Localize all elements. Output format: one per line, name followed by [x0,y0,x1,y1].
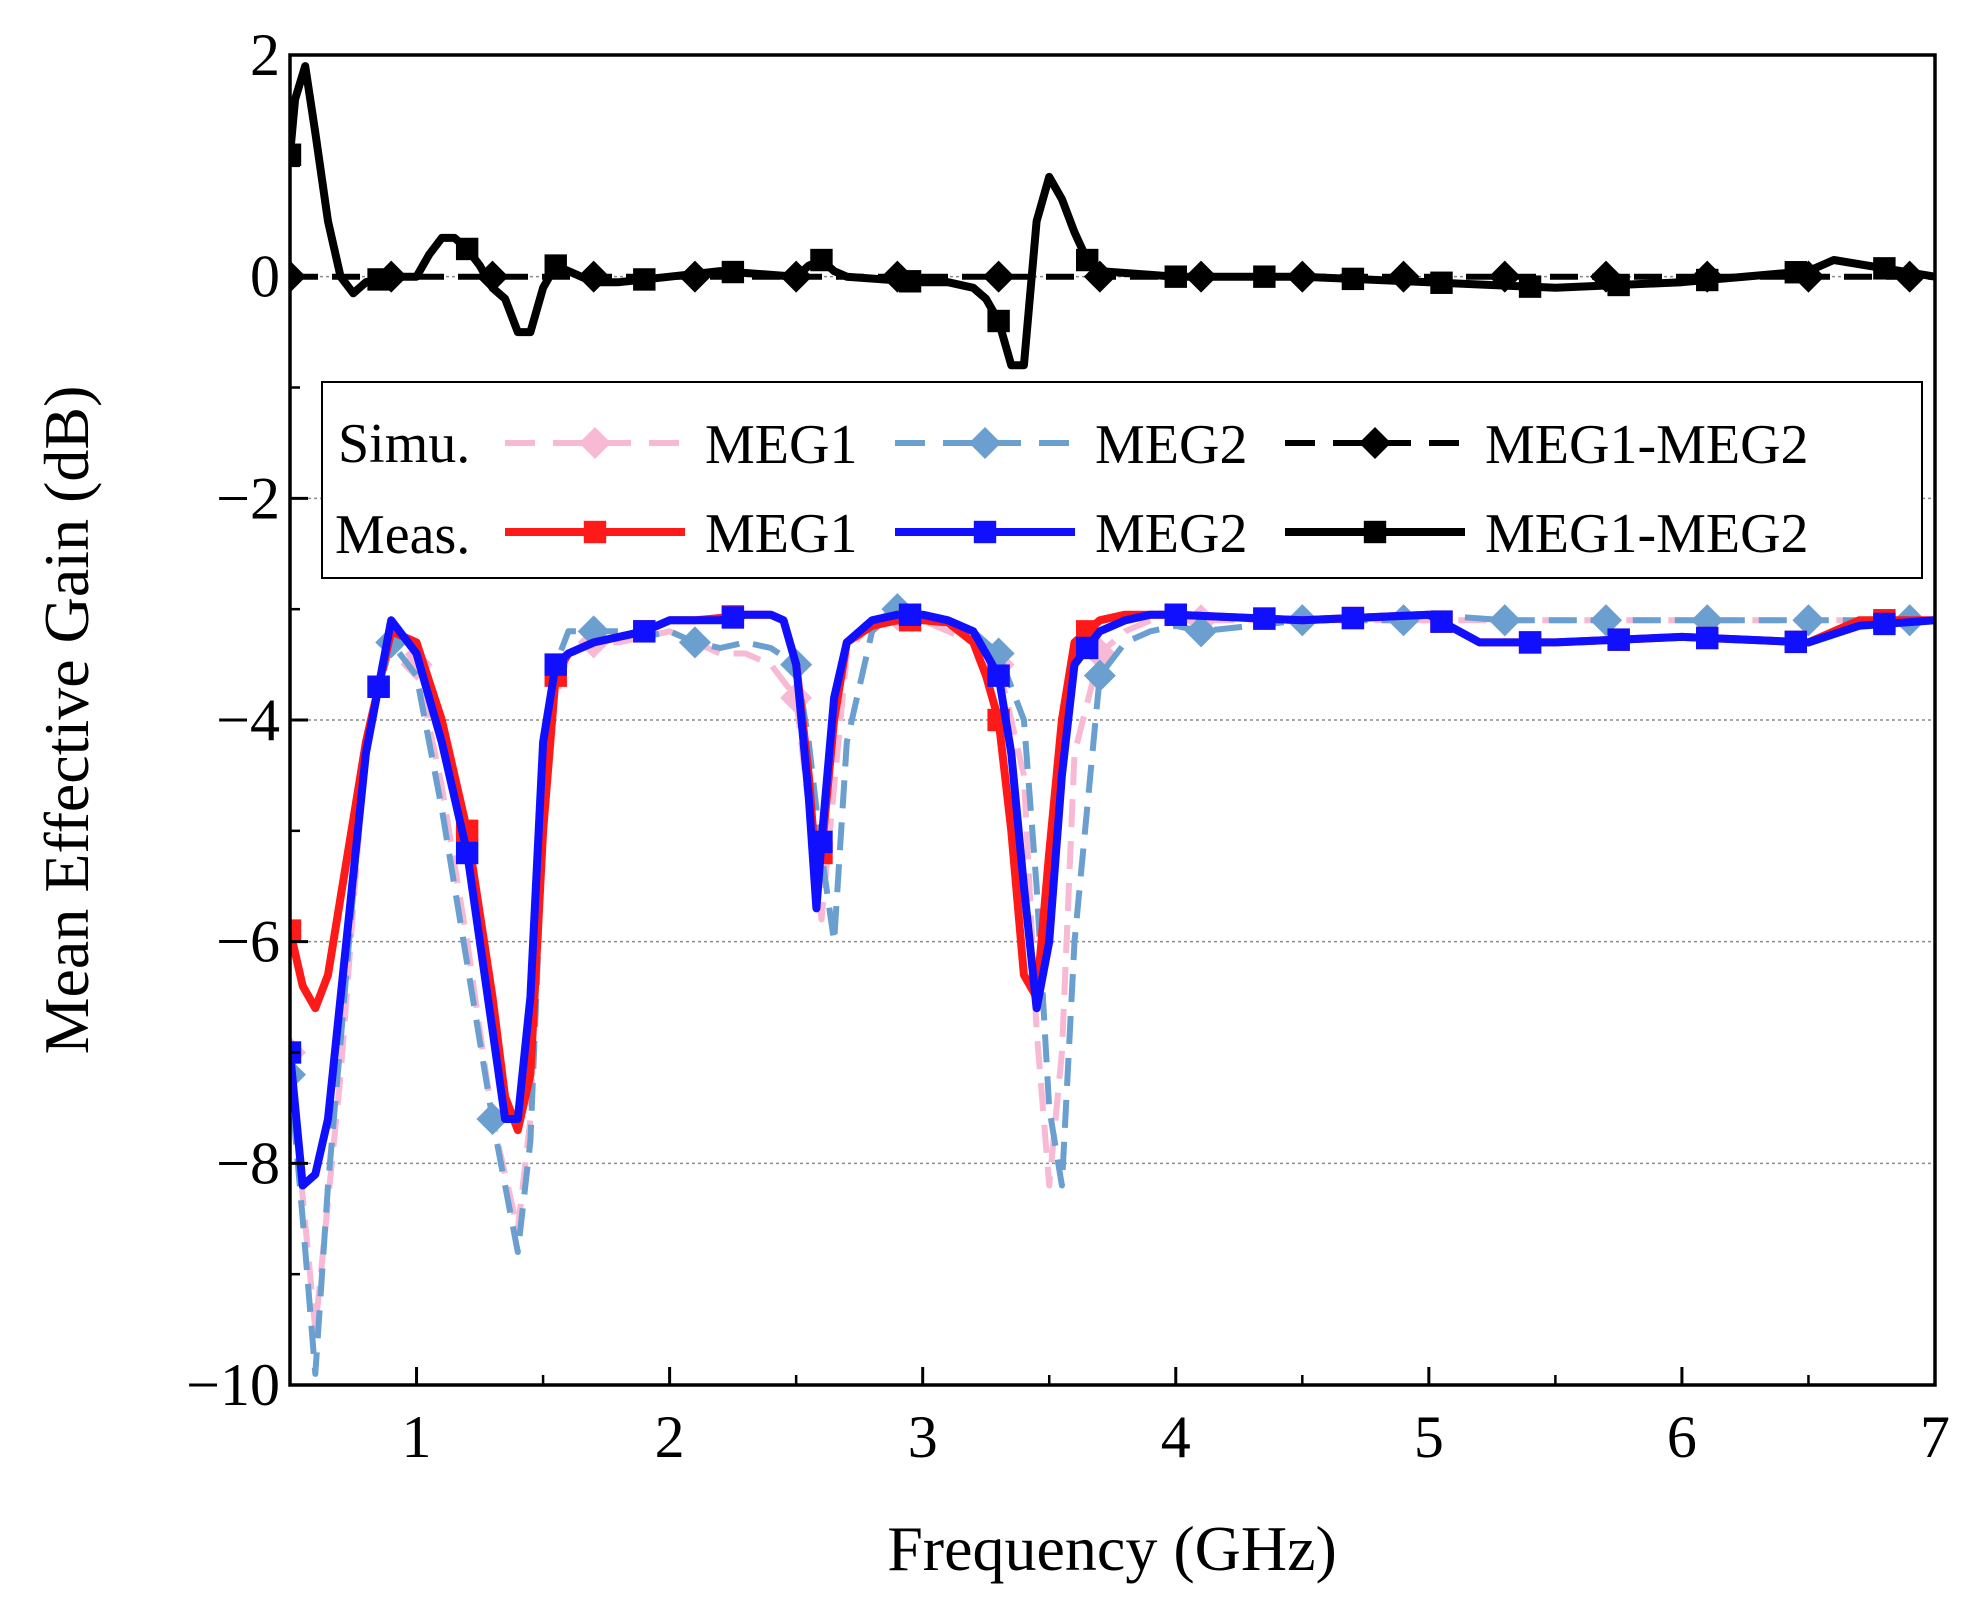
data-point [898,603,922,626]
y-tick-label: 2 [250,22,280,88]
data-point [1253,265,1276,288]
y-tick-label: 0 [250,244,280,310]
x-axis-title: Frequency (GHz) [887,1513,1337,1584]
data-point [1430,610,1453,633]
series-meas-meg2 [290,603,1935,1190]
legend-box [321,381,1923,579]
series-line-meas-meg2 [290,610,1935,1190]
y-tick-label: −2 [216,465,280,531]
data-point [1607,273,1630,297]
data-point [810,830,833,854]
legend-entry-meas-meg1: MEG1 [505,503,857,565]
data-point [1590,604,1622,637]
x-tick-label: 5 [1414,1404,1444,1470]
data-point [1185,615,1218,648]
legend-entry-simu-meg1: MEG1 [505,414,857,476]
legend: Simu. Meas. MEG1 MEG2 MEG1-MEG2 MEG1 MEG2 MEG… [321,381,1923,579]
tick-labels: 1 2 3 4 5 6 7 −10 −8 −6 −4 −2 0 2 [186,22,1950,1470]
legend-entry-meas-meg2: MEG2 [895,503,1247,565]
data-point [987,309,1010,333]
data-point [1075,248,1099,272]
legend-entry-meas-meg1-meg2: MEG1-MEG2 [1285,503,1809,565]
data-point [1430,271,1453,294]
legend-marker-sample [1363,520,1387,544]
legend-row-label-simu: Simu. [338,413,470,475]
data-point [1341,606,1365,630]
data-point [678,626,711,659]
data-point [810,248,833,272]
data-point [367,268,390,291]
y-tick-label: −10 [186,1352,280,1418]
legend-label: MEG2 [1095,503,1247,565]
data-point [544,254,567,277]
legend-entry-simu-meg2: MEG2 [895,414,1247,476]
series-line-simu-meg1 [290,611,1935,1333]
data-point [633,620,656,643]
data-point [290,919,302,942]
data-point [1164,265,1187,288]
x-tick-label: 3 [908,1404,938,1470]
data-point [1518,275,1542,298]
legend-row-label-meas: Meas. [335,504,470,566]
x-tick-label: 4 [1161,1404,1191,1470]
y-tick-label: −8 [216,1130,280,1196]
data-point [1696,626,1719,650]
data-point [1341,267,1365,291]
y-tick-label: −6 [216,909,280,975]
data-point [633,268,656,291]
data-point [1873,257,1896,280]
data-point [987,664,1010,687]
legend-marker-sample [1359,427,1391,459]
y-tick-label: −4 [216,687,280,753]
data-point [982,260,1015,293]
data-point [1488,604,1521,637]
series-meas-meg1-meg2 [290,62,1935,370]
x-tick-label: 7 [1920,1404,1950,1470]
legend-label: MEG1 [705,503,857,565]
y-axis-title: Mean Effective Gain (dB) [31,386,102,1055]
legend-marker-sample [583,520,607,544]
series-layer [290,62,1935,1377]
data-point [1253,607,1276,630]
data-point [1083,659,1116,692]
legend-entry-simu-meg1-meg2: MEG1-MEG2 [1285,414,1809,476]
data-point [1873,612,1896,636]
x-tick-label: 6 [1667,1404,1697,1470]
data-point [544,653,567,676]
data-point [290,143,302,166]
data-point [721,260,745,284]
data-point [1607,628,1630,651]
legend-marker-sample [973,520,997,544]
data-point [1784,630,1808,654]
series-line-simu-meg2 [290,606,1935,1377]
legend-label: MEG2 [1095,414,1247,476]
data-point [898,270,922,293]
legend-marker-sample [969,427,1001,459]
data-point [1164,603,1187,626]
legend-label: MEG1-MEG2 [1485,414,1809,476]
legend-label: MEG1-MEG2 [1485,503,1809,565]
data-point [1696,268,1719,292]
data-point [1792,604,1825,637]
data-point [721,606,745,629]
data-point [1075,636,1099,660]
data-point [1518,631,1542,654]
x-tick-label: 2 [655,1404,685,1470]
data-point [455,841,479,865]
x-tick-label: 1 [402,1404,432,1470]
data-point [1784,261,1808,284]
legend-label: MEG1 [705,414,857,476]
legend-marker-sample [579,427,611,459]
data-point [367,675,390,698]
axis-ticks [288,53,1937,1387]
data-point [455,237,479,261]
